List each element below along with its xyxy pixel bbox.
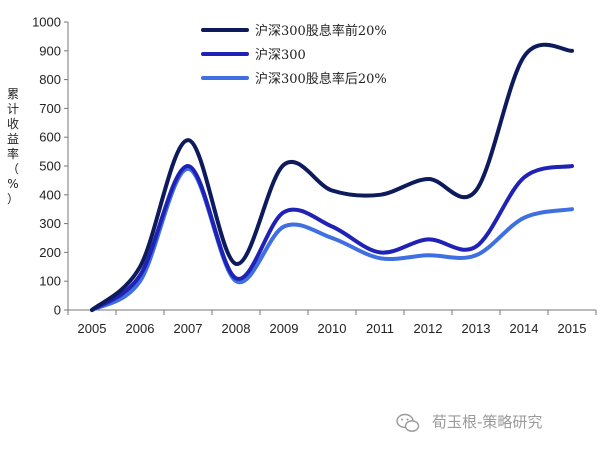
legend-label: 沪深300 <box>255 47 306 63</box>
y-tick-label: 700 <box>39 101 61 116</box>
x-tick-label: 2014 <box>510 321 539 336</box>
y-axis-title-char: 收 <box>7 117 19 131</box>
x-tick-label: 2013 <box>462 321 491 336</box>
legend: 沪深300股息率前20% 沪深300 沪深300股息率后20% <box>201 23 387 87</box>
y-tick-label: 1000 <box>32 15 61 30</box>
series-line <box>90 42 574 312</box>
series-line <box>90 163 574 312</box>
x-tick-label: 2015 <box>558 321 587 336</box>
x-tick-label: 2009 <box>270 321 299 336</box>
y-tick-label: 500 <box>39 159 61 174</box>
y-axis-title-char: （ <box>7 162 19 176</box>
y-axis-title-char: % <box>7 177 18 191</box>
y-axis-title-char: 计 <box>7 102 19 116</box>
y-tick-label: 300 <box>39 216 61 231</box>
y-tick-label: 100 <box>39 274 61 289</box>
x-tick-label: 2010 <box>318 321 347 336</box>
watermark-text: 荀玉根-策略研究 <box>432 413 542 431</box>
series-layer <box>90 42 574 312</box>
x-tick-label: 2012 <box>414 321 443 336</box>
y-axis-title-char: 率 <box>7 146 19 161</box>
y-tick-label: 800 <box>39 72 61 87</box>
x-tick-label: 2008 <box>222 321 251 336</box>
watermark: 荀玉根-策略研究 <box>396 413 542 432</box>
y-tick-label: 200 <box>39 245 61 260</box>
y-tick-label: 900 <box>39 43 61 58</box>
x-tick-label: 2011 <box>366 321 394 336</box>
y-tick-label: 0 <box>54 303 61 318</box>
y-axis-title-char: 益 <box>7 132 19 146</box>
wechat-icon <box>396 413 420 432</box>
legend-label: 沪深300股息率前20% <box>255 23 387 39</box>
y-axis-title-char: ） <box>7 192 19 206</box>
x-tick-label: 2006 <box>126 321 155 336</box>
y-tick-label: 400 <box>39 187 61 202</box>
legend-label: 沪深300股息率后20% <box>255 71 387 87</box>
y-axis-title-char: 累 <box>7 87 19 101</box>
x-tick-label: 2007 <box>174 321 203 336</box>
x-tick-label: 2005 <box>78 321 107 336</box>
y-tick-label: 600 <box>39 130 61 145</box>
axes: 0 100 200 300 400 500 600 700 800 900 1000 2005 2006… <box>32 15 597 336</box>
